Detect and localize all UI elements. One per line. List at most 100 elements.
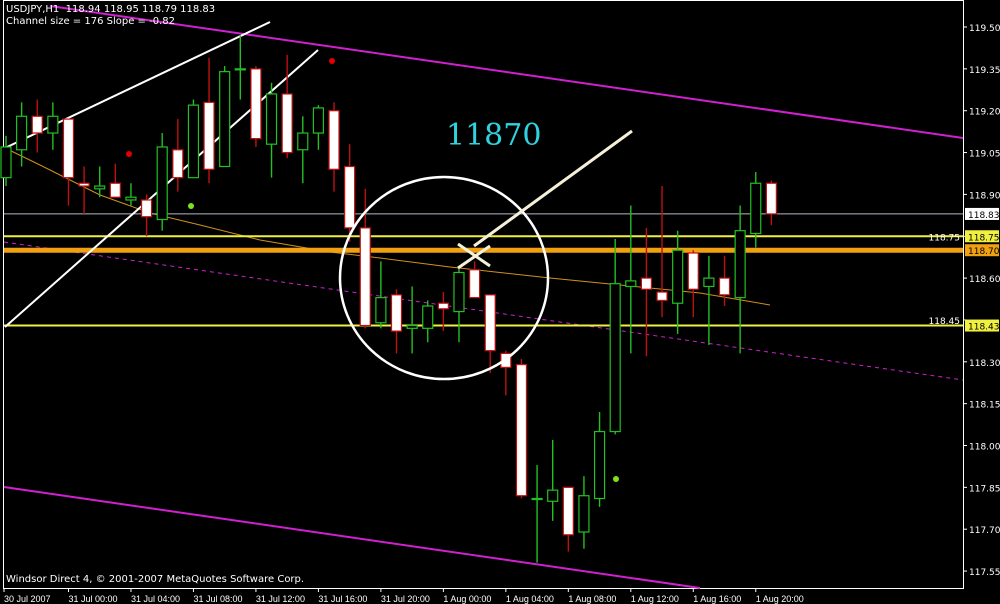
candle xyxy=(203,57,215,184)
candle-body xyxy=(469,269,481,299)
candle xyxy=(94,166,106,198)
x-tick-label: 31 Jul 04:00 xyxy=(131,594,180,604)
candle xyxy=(750,172,762,248)
candle xyxy=(31,99,43,153)
candle xyxy=(484,294,496,373)
candle-body xyxy=(109,182,121,198)
candle xyxy=(734,205,746,354)
signal-dot xyxy=(613,476,619,482)
signal-dot xyxy=(329,58,335,64)
x-tick-label: 30 Jul 2007 xyxy=(4,594,51,604)
candle-body xyxy=(718,277,731,296)
candle-body xyxy=(219,71,231,168)
candle-body xyxy=(453,271,465,313)
candle-body xyxy=(281,93,293,154)
y-tick-label: 118.30 xyxy=(969,359,1000,369)
candle-body xyxy=(765,182,777,215)
candle-body xyxy=(328,110,340,170)
price-label-badge xyxy=(965,230,999,243)
candle xyxy=(656,186,668,318)
candle-body xyxy=(750,182,762,235)
candle-body xyxy=(187,104,200,179)
plot-frame xyxy=(3,0,964,589)
candle xyxy=(672,230,684,334)
candle xyxy=(515,359,528,499)
candle xyxy=(453,266,465,343)
price-label-text: 118.70 xyxy=(968,247,1000,257)
candle-body xyxy=(734,230,746,299)
channel-mid-line xyxy=(3,241,964,381)
candle xyxy=(469,261,481,299)
candle-body xyxy=(656,291,668,302)
candle-body xyxy=(62,118,75,179)
candle xyxy=(703,255,715,346)
candle-body xyxy=(531,497,543,501)
price-label-text: 118.43 xyxy=(968,323,1000,333)
candle-body xyxy=(94,185,106,190)
candle xyxy=(172,119,184,192)
candle xyxy=(531,465,543,563)
y-tick-label: 118.90 xyxy=(969,191,1000,201)
candle xyxy=(625,205,637,354)
y-tick-label: 118.15 xyxy=(969,401,1000,411)
annotation-text: 11870 xyxy=(446,118,542,153)
x-tick-label: 31 Jul 20:00 xyxy=(381,594,430,604)
y-tick-label: 119.20 xyxy=(969,108,1000,118)
candle xyxy=(250,66,262,147)
candle xyxy=(312,105,324,150)
candle-body xyxy=(578,495,590,533)
arrow-line xyxy=(473,129,633,248)
candle-body xyxy=(344,165,356,229)
x-tick-label: 31 Jul 08:00 xyxy=(193,594,242,604)
x-tick-label: 1 Aug 20:00 xyxy=(756,594,804,604)
channel-lower-line xyxy=(3,486,701,589)
candle-body xyxy=(234,68,246,71)
price-label-badge xyxy=(965,319,999,332)
x-tick-label: 1 Aug 04:00 xyxy=(506,594,554,604)
candle-body xyxy=(609,283,621,433)
x-tick-label: 1 Aug 16:00 xyxy=(693,594,741,604)
candle-body xyxy=(250,68,262,140)
candle-body xyxy=(172,149,184,179)
signal-dot xyxy=(188,203,194,209)
x-tick-label: 1 Aug 08:00 xyxy=(568,594,616,604)
candle-body xyxy=(547,489,559,502)
candle xyxy=(344,144,356,242)
ohlc-readout: 118.94 118.95 118.79 118.83 xyxy=(65,4,216,15)
candle xyxy=(437,292,449,332)
candle-body xyxy=(640,277,653,290)
x-tick-label: 1 Aug 12:00 xyxy=(631,594,679,604)
candle-body xyxy=(297,132,309,151)
candle-body xyxy=(484,294,496,352)
y-tick-label: 119.50 xyxy=(969,24,1000,34)
candle xyxy=(140,194,153,237)
candle xyxy=(156,133,168,231)
symbol-label: USDJPY,H1 xyxy=(6,4,60,15)
candle xyxy=(16,102,28,167)
candle-body xyxy=(78,182,90,187)
price-label-badge xyxy=(965,244,999,257)
candle xyxy=(78,166,90,214)
candle xyxy=(765,180,777,226)
candle xyxy=(406,286,418,354)
candle xyxy=(47,102,59,150)
y-tick-label: 117.70 xyxy=(969,526,1000,536)
candle-body xyxy=(203,101,215,170)
candle xyxy=(62,118,75,206)
candle-body xyxy=(593,430,606,500)
candle xyxy=(609,239,621,435)
candle-body xyxy=(437,302,449,310)
y-tick-label: 119.35 xyxy=(969,66,1000,76)
price-label-text: 118.75 xyxy=(968,233,1000,243)
candle xyxy=(578,476,590,549)
candle-body xyxy=(625,280,637,288)
candle-body xyxy=(31,115,43,134)
channel-upper-line xyxy=(49,5,964,139)
candle-body xyxy=(312,107,324,134)
y-tick-label: 118.60 xyxy=(969,275,1000,285)
candle xyxy=(109,163,121,198)
price-label-badge xyxy=(965,207,999,220)
candle xyxy=(219,66,231,168)
